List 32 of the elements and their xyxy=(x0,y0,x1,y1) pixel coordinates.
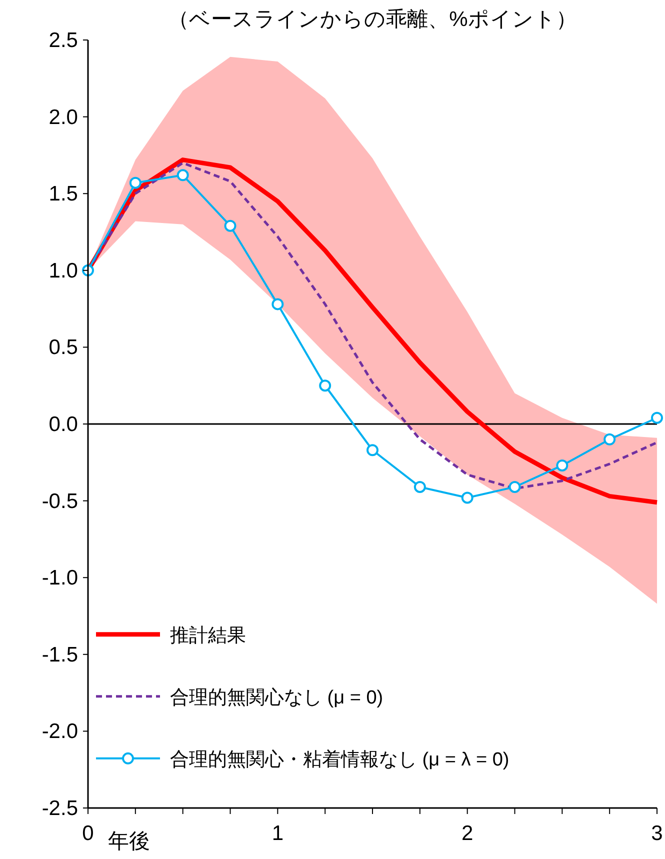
point xyxy=(414,480,426,493)
y-tick-label: -1.0 xyxy=(42,566,78,590)
legend-label: 合理的無関心・粘着情報なし (μ = λ = 0) xyxy=(170,748,510,770)
y-tick-label: 2.5 xyxy=(48,29,78,52)
legend-label: 推計結果 xyxy=(170,625,246,646)
point xyxy=(319,380,332,392)
point xyxy=(129,176,142,189)
legend-label: 合理的無関心なし (μ = 0) xyxy=(170,686,384,708)
point xyxy=(272,298,284,310)
point xyxy=(556,459,568,472)
point xyxy=(224,220,236,232)
point xyxy=(176,169,189,182)
y-tick-label: -0.5 xyxy=(42,490,78,513)
y-tick-label: 0.0 xyxy=(48,413,78,436)
x-tick-label: 1 xyxy=(272,822,284,845)
y-tick-label: 2.0 xyxy=(48,106,78,129)
y-tick-label: 1.0 xyxy=(48,259,78,282)
point xyxy=(508,480,521,493)
point xyxy=(651,412,663,424)
x-tick-label: 3 xyxy=(651,822,663,845)
point xyxy=(604,433,616,446)
y-tick-label: 1.5 xyxy=(48,182,78,206)
y-tick-label: 0.5 xyxy=(48,336,78,360)
chart-title: （ベースラインからの乖離、%ポイント） xyxy=(168,8,577,31)
y-tick-label: -2.0 xyxy=(42,720,78,744)
x-tick-label: 2 xyxy=(461,822,474,845)
point xyxy=(461,492,474,504)
point xyxy=(366,444,378,456)
x-axis-title: 年後 xyxy=(108,830,150,853)
x-tick-label: 0 xyxy=(82,822,94,845)
y-tick-label: -1.5 xyxy=(42,643,78,666)
y-tick-label: -2.5 xyxy=(42,797,78,820)
